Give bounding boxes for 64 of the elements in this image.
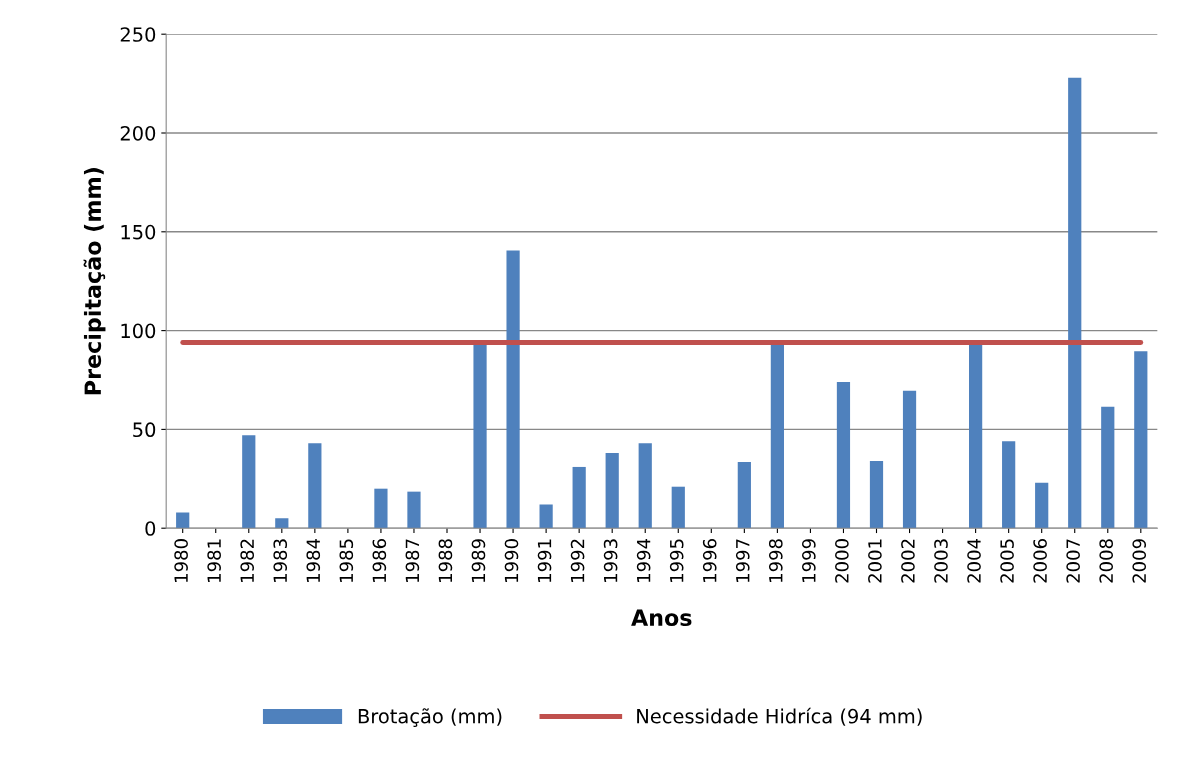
x-tick-label: 2009 [1132,539,1147,583]
bar [1068,77,1082,529]
x-tick-label: 2007 [1066,539,1080,583]
x-tick-label: 1982 [240,539,255,582]
legend-label: Brotação (mm) [358,708,502,728]
bar [638,443,652,529]
bar [374,488,388,529]
bar [1101,406,1115,529]
x-tick-label: 1981 [207,539,221,582]
y-tick-label: 250 [120,27,156,42]
bar [1002,441,1016,529]
y-tick-label: 50 [133,422,156,438]
x-tick-label: 2002 [901,539,915,583]
bar [770,342,784,529]
x-tick-label: 2004 [967,538,981,583]
x-tick-label: 1998 [768,539,783,582]
x-tick-label: 2000 [835,539,849,583]
bar [242,435,256,529]
x-tick-label: 1994 [636,538,651,582]
bar [671,486,685,529]
bar [275,518,289,529]
y-tick-label: 100 [121,323,156,339]
x-tick-label: 1992 [570,539,585,582]
x-tick-label: 1996 [702,539,717,582]
y-tick-label: 150 [121,224,156,240]
x-tick-label: 1986 [372,539,387,582]
x-tick-label: 1983 [273,539,288,582]
bar [572,466,586,529]
legend-label: Necessidade Hidríca (94 mm) [637,707,922,726]
bar [176,512,190,529]
x-tick-label: 1995 [669,539,684,582]
bar [308,443,322,529]
bar [1035,482,1049,529]
bar [836,381,851,529]
bar [902,390,917,529]
bar [605,453,619,529]
x-tick-label: 2008 [1099,539,1114,583]
y-tick-label: 0 [145,521,156,536]
x-tick-label: 2001 [868,539,882,583]
y-axis-title: Precipitação (mm) [83,168,106,395]
bar [473,342,487,529]
x-tick-label: 1993 [603,539,618,582]
bar [737,462,751,529]
x-tick-label: 1991 [537,539,552,582]
x-tick-label: 1999 [802,539,816,582]
bar [1134,351,1148,529]
x-tick-label: 1985 [339,539,354,582]
x-tick-label: 1987 [405,539,420,582]
x-axis-title: Anos [631,609,692,627]
y-tick-label: 200 [120,125,156,141]
x-tick-label: 1989 [471,539,486,582]
bar [506,250,520,529]
x-tick-label: 1984 [306,538,321,582]
bar [869,461,884,529]
bar [407,491,421,529]
x-tick-label: 1990 [504,539,519,582]
bar [969,342,983,529]
x-tick-label: 1988 [438,539,453,582]
x-tick-label: 1997 [735,539,750,582]
bar [539,504,553,529]
x-tick-label: 1980 [174,539,188,582]
x-tick-label: 2005 [1000,539,1014,583]
x-tick-label: 2003 [934,539,948,583]
x-tick-label: 2006 [1033,539,1047,583]
